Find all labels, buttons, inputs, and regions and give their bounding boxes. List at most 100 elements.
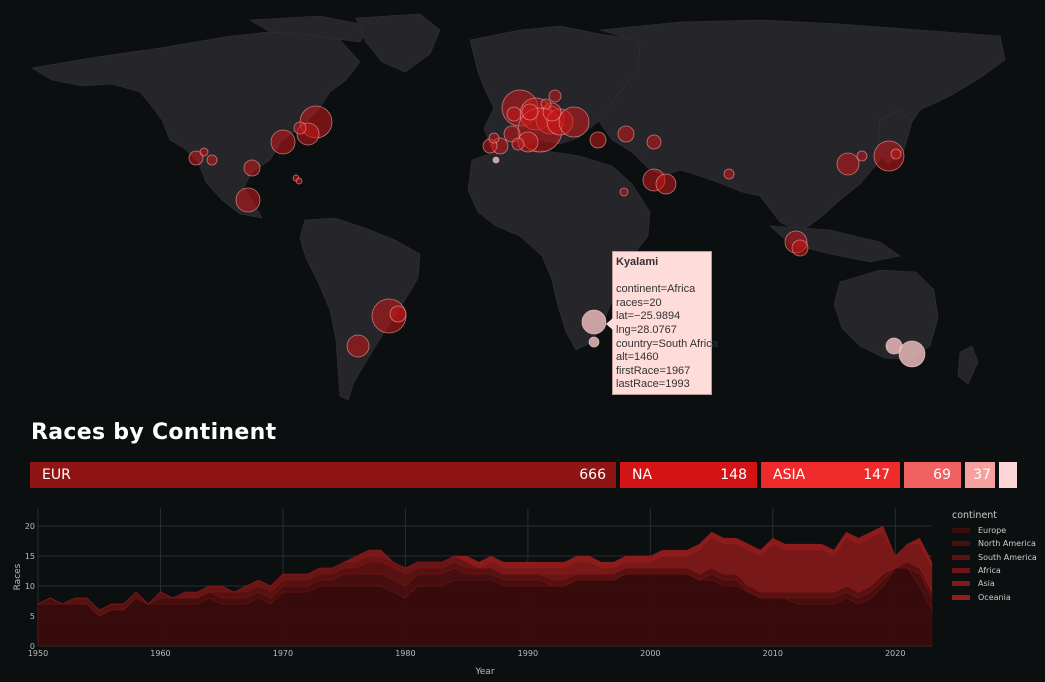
legend-swatch bbox=[952, 568, 970, 574]
legend-label: South America bbox=[978, 552, 1037, 562]
circuit-bubble[interactable] bbox=[389, 305, 407, 323]
land-asia bbox=[597, 19, 1006, 233]
continent-bar-africa[interactable]: 37 bbox=[965, 462, 995, 488]
land-south-america bbox=[299, 217, 421, 401]
legend-title: continent bbox=[952, 510, 998, 521]
continent-bar-label: ASIA bbox=[773, 467, 806, 483]
circuit-bubble[interactable] bbox=[617, 125, 635, 143]
circuit-bubble[interactable] bbox=[856, 150, 868, 162]
land-canadian-arctic bbox=[249, 15, 371, 43]
legend-item[interactable]: Asia bbox=[952, 577, 1037, 590]
legend-item[interactable]: Europe bbox=[952, 524, 1037, 537]
x-tick-label: 2000 bbox=[640, 649, 660, 658]
circuit-bubble[interactable] bbox=[588, 336, 600, 348]
x-tick-label: 1960 bbox=[150, 649, 170, 658]
continent-bar-value: 666 bbox=[579, 467, 606, 483]
circuit-bubble[interactable] bbox=[521, 103, 539, 121]
circuit-bubble[interactable] bbox=[488, 132, 500, 144]
land-new-zealand bbox=[957, 345, 979, 385]
circuit-bubble[interactable] bbox=[492, 156, 500, 164]
circuit-bubble[interactable] bbox=[235, 187, 261, 213]
circuit-bubble[interactable] bbox=[206, 154, 218, 166]
x-tick-label: 1970 bbox=[273, 649, 293, 658]
x-tick-label: 2010 bbox=[763, 649, 783, 658]
circuit-bubble[interactable] bbox=[511, 137, 525, 151]
legend-swatch bbox=[952, 528, 970, 534]
circuit-bubbles[interactable] bbox=[188, 89, 926, 368]
continent-bar-north-america[interactable]: NA 148 bbox=[620, 462, 757, 488]
circuit-bubble[interactable] bbox=[346, 334, 370, 358]
area-series-asia[interactable] bbox=[37, 531, 933, 611]
tooltip-lng: lng=28.0767 bbox=[616, 323, 677, 336]
x-tick-label: 1980 bbox=[395, 649, 415, 658]
x-tick-label: 1950 bbox=[28, 649, 48, 658]
circuit-bubble[interactable] bbox=[619, 187, 629, 197]
world-map[interactable]: Kyalami continent=Africa races=20 lat=−2… bbox=[0, 0, 1045, 415]
circuit-bubble[interactable] bbox=[655, 173, 677, 195]
circuit-bubble[interactable] bbox=[293, 121, 307, 135]
y-tick-label: 5 bbox=[30, 612, 35, 621]
continent-bar-value: 37 bbox=[973, 467, 991, 483]
circuit-bubble[interactable] bbox=[723, 168, 735, 180]
circuit-bubble[interactable] bbox=[836, 152, 860, 176]
continent-bar-label: EUR bbox=[42, 467, 71, 483]
area-series-oceania[interactable] bbox=[37, 525, 933, 611]
tooltip-last-race: lastRace=1993 bbox=[616, 378, 690, 391]
y-tick-label: 15 bbox=[25, 552, 35, 561]
land-greenland bbox=[355, 13, 441, 73]
legend-label: Asia bbox=[978, 579, 995, 589]
circuit-bubble[interactable] bbox=[898, 340, 926, 368]
legend-label: Oceania bbox=[978, 592, 1011, 602]
circuit-bubble[interactable] bbox=[646, 134, 662, 150]
x-tick-label: 2020 bbox=[885, 649, 905, 658]
circuit-bubble[interactable] bbox=[199, 147, 209, 157]
continent-bar-value: 148 bbox=[720, 467, 747, 483]
circuit-bubble[interactable] bbox=[188, 150, 204, 166]
circuit-bubble[interactable] bbox=[270, 129, 296, 155]
legend-swatch bbox=[952, 594, 970, 600]
legend-swatch bbox=[952, 581, 970, 587]
circuit-bubble[interactable] bbox=[890, 148, 902, 160]
circuit-bubble[interactable] bbox=[548, 89, 562, 103]
legend-label: North America bbox=[978, 539, 1036, 549]
legend-items: Europe North America South America Africa As… bbox=[952, 524, 1037, 604]
continent-bar-value: 147 bbox=[863, 467, 890, 483]
chart-legend: continent Europe North America South Ameri… bbox=[952, 510, 1037, 604]
legend-label: Europe bbox=[978, 526, 1007, 536]
legend-swatch bbox=[952, 554, 970, 560]
world-map-svg[interactable] bbox=[0, 0, 1045, 415]
map-land bbox=[31, 13, 1006, 401]
continent-bar-label: NA bbox=[632, 467, 653, 483]
continent-bar-south-america[interactable]: 69 bbox=[904, 462, 961, 488]
races-area-chart[interactable]: 0 5 10 15 20 1950 1960 1970 1980 1990 2000 2010 2020… bbox=[0, 500, 945, 682]
legend-item[interactable]: South America bbox=[952, 551, 1037, 564]
y-tick-label: 0 bbox=[30, 642, 35, 651]
x-tick-label: 1990 bbox=[518, 649, 538, 658]
continent-bar-asia[interactable]: ASIA 147 bbox=[761, 462, 900, 488]
tooltip-races: races=20 bbox=[616, 296, 662, 309]
x-axis-label: Year bbox=[474, 667, 494, 677]
legend-item[interactable]: Oceania bbox=[952, 590, 1037, 603]
continent-bar-oceania[interactable] bbox=[999, 462, 1017, 488]
legend-item[interactable]: Africa bbox=[952, 564, 1037, 577]
circuit-bubble[interactable] bbox=[558, 106, 590, 138]
circuit-bubble[interactable] bbox=[873, 140, 905, 172]
circuit-bubble[interactable] bbox=[581, 309, 607, 335]
circuit-bubble[interactable] bbox=[506, 106, 522, 122]
y-tick-label: 10 bbox=[25, 582, 35, 591]
continent-bar-europe[interactable]: EUR 666 bbox=[30, 462, 616, 488]
y-tick-label: 20 bbox=[25, 522, 35, 531]
circuit-bubble[interactable] bbox=[243, 159, 261, 177]
circuit-bubble[interactable] bbox=[589, 131, 607, 149]
hover-tooltip: Kyalami continent=Africa races=20 lat=−2… bbox=[606, 251, 718, 395]
legend-item[interactable]: North America bbox=[952, 537, 1037, 550]
circuit-bubble[interactable] bbox=[791, 239, 809, 257]
tooltip-continent: continent=Africa bbox=[616, 283, 696, 296]
tooltip-first-race: firstRace=1967 bbox=[616, 364, 691, 377]
section-title: Races by Continent bbox=[31, 420, 277, 445]
tooltip-alt: alt=1460 bbox=[616, 351, 659, 364]
tooltip-country: country=South Africa bbox=[616, 337, 718, 350]
circuit-bubble[interactable] bbox=[295, 177, 303, 185]
circuit-bubble[interactable] bbox=[540, 98, 552, 110]
tooltip-lat: lat=−25.9894 bbox=[616, 310, 681, 323]
